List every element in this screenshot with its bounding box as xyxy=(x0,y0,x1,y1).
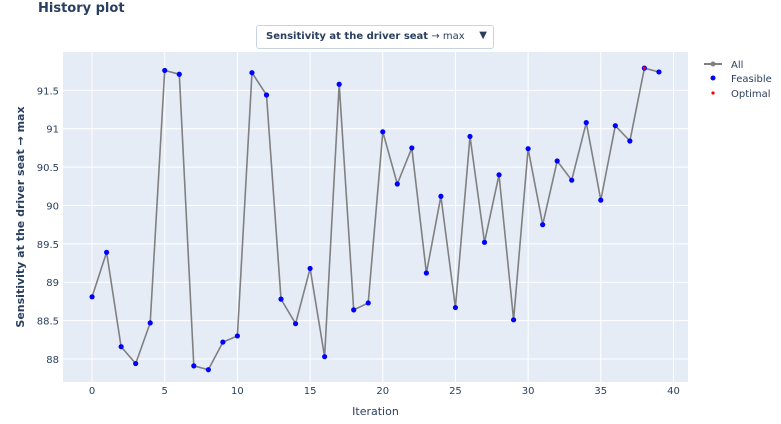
feasible-point[interactable] xyxy=(496,172,502,178)
feasible-point[interactable] xyxy=(89,294,95,300)
feasible-point[interactable] xyxy=(307,265,313,272)
y-tick-label: 91 xyxy=(46,125,59,136)
feasible-point[interactable] xyxy=(612,123,618,129)
y-tick-label: 91.5 xyxy=(37,86,59,97)
x-tick-label: 0 xyxy=(89,386,95,397)
feasible-point[interactable] xyxy=(583,120,589,126)
feasible-point[interactable] xyxy=(438,193,444,199)
feasible-point[interactable] xyxy=(627,138,633,144)
feasible-point[interactable] xyxy=(380,129,386,135)
feasible-point[interactable] xyxy=(263,92,270,98)
feasible-point[interactable] xyxy=(467,133,473,140)
feasible-point[interactable] xyxy=(162,67,168,74)
legend-all-marker xyxy=(710,61,716,67)
feasible-point[interactable] xyxy=(394,181,400,187)
legend-optimal-label: Optimal xyxy=(731,89,771,100)
x-tick-label: 40 xyxy=(667,386,680,397)
feasible-point[interactable] xyxy=(133,360,139,367)
chevron-down-icon: ▼ xyxy=(479,30,487,41)
x-tick-label: 10 xyxy=(231,386,244,397)
feasible-point[interactable] xyxy=(176,71,182,77)
feasible-point[interactable] xyxy=(365,300,371,306)
feasible-point[interactable] xyxy=(205,367,211,373)
x-tick-label: 15 xyxy=(304,386,317,397)
grid-lines xyxy=(63,52,688,382)
legend[interactable]: All Feasible Optimal xyxy=(704,60,772,100)
y-tick-label: 88 xyxy=(46,355,59,366)
x-tick-label: 20 xyxy=(376,386,389,397)
feasible-point[interactable] xyxy=(554,158,560,164)
optimal-point[interactable] xyxy=(642,66,646,70)
feasible-point[interactable] xyxy=(481,239,488,245)
legend-feasible-label: Feasible xyxy=(731,74,772,85)
feasible-point[interactable] xyxy=(525,146,531,152)
x-tick-label: 25 xyxy=(449,386,462,397)
feasible-point[interactable] xyxy=(104,249,110,255)
feasible-point[interactable] xyxy=(423,270,429,276)
feasible-point[interactable] xyxy=(409,145,415,151)
feasible-point[interactable] xyxy=(569,177,575,183)
page-title: History plot xyxy=(38,1,125,16)
legend-all-label: All xyxy=(731,60,743,71)
feasible-point[interactable] xyxy=(278,296,284,302)
objective-dropdown-label: Sensitivity at the driver seat → max xyxy=(266,31,465,42)
feasible-point[interactable] xyxy=(322,354,328,360)
y-tick-label: 89 xyxy=(46,278,59,289)
x-tick-label: 30 xyxy=(522,386,535,397)
feasible-point[interactable] xyxy=(510,317,517,323)
y-tick-label: 88.5 xyxy=(37,317,59,328)
x-tick-labels: 0 5 10 15 20 25 30 35 40 xyxy=(89,386,680,397)
feasible-point[interactable] xyxy=(234,333,241,339)
y-axis-title: Sensitivity at the driver seat → max xyxy=(14,106,27,327)
feasible-point[interactable] xyxy=(118,344,124,350)
x-tick-label: 35 xyxy=(594,386,607,397)
feasible-point[interactable] xyxy=(351,307,357,313)
legend-optimal-marker xyxy=(711,91,715,95)
legend-feasible-marker xyxy=(710,75,716,81)
feasible-point[interactable] xyxy=(249,70,255,76)
objective-dropdown[interactable]: Sensitivity at the driver seat → max ▼ xyxy=(256,25,494,49)
y-tick-label: 90 xyxy=(46,201,59,212)
feasible-point[interactable] xyxy=(147,320,153,326)
feasible-point[interactable] xyxy=(292,321,299,327)
feasible-point[interactable] xyxy=(220,339,226,345)
series-line xyxy=(91,67,660,371)
y-tick-labels: 88 88.5 89 89.5 90 90.5 91 91.5 xyxy=(37,86,59,366)
feasible-point[interactable] xyxy=(598,197,604,203)
y-tick-label: 89.5 xyxy=(37,240,59,251)
feasible-point[interactable] xyxy=(191,363,197,369)
x-axis-title: Iteration xyxy=(352,405,399,418)
y-tick-label: 90.5 xyxy=(37,163,59,174)
feasible-point[interactable] xyxy=(656,69,662,75)
x-tick-label: 5 xyxy=(162,386,168,397)
feasible-point[interactable] xyxy=(336,81,342,87)
series-all xyxy=(89,65,662,373)
feasible-point[interactable] xyxy=(540,222,546,228)
feasible-point[interactable] xyxy=(452,304,459,311)
